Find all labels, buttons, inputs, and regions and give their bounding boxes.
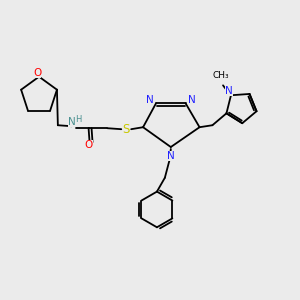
Text: N: N xyxy=(188,95,196,106)
Text: CH₃: CH₃ xyxy=(213,71,230,80)
Text: N: N xyxy=(167,151,175,161)
Text: N: N xyxy=(68,117,76,127)
Text: S: S xyxy=(122,123,130,136)
Text: H: H xyxy=(76,115,82,124)
Text: O: O xyxy=(84,140,93,150)
Text: N: N xyxy=(225,86,233,96)
Text: O: O xyxy=(33,68,41,78)
Text: N: N xyxy=(146,95,154,106)
